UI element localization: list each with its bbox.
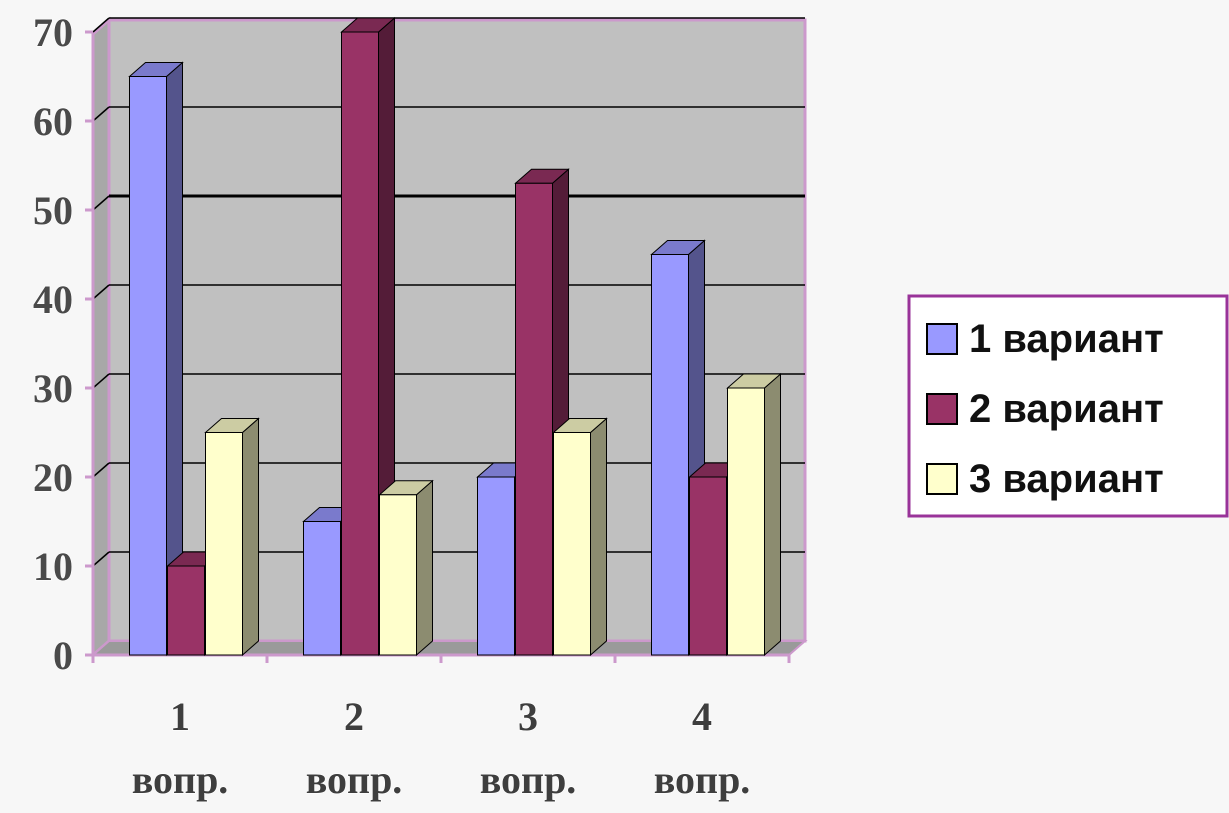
bar [379,494,417,656]
bar [477,476,515,656]
y-tick-label: 60 [33,99,73,144]
x-category-label: 4 [692,694,712,739]
bar [303,521,341,656]
legend-label: 3 вариант [969,457,1164,501]
x-category-label: вопр. [480,757,577,802]
legend-swatch [926,323,958,355]
bar-side [764,372,781,657]
gridline-side [92,284,110,300]
x-category-label: вопр. [132,757,229,802]
x-category-label: вопр. [654,757,751,802]
y-tick-label: 10 [33,544,73,589]
bar [651,254,689,656]
bar-side [242,417,259,657]
y-tick-label: 70 [33,10,73,55]
gridline-side [92,17,110,33]
bar [129,76,167,656]
legend-swatch [926,393,958,425]
x-category-label: 1 [170,694,190,739]
gridline-side [92,462,110,478]
gridline-side [92,106,110,122]
bar [205,432,243,656]
x-category-label: 3 [518,694,538,739]
bar [167,565,205,656]
gridline-side [92,551,110,567]
legend-label: 2 вариант [969,387,1164,431]
x-category-label: 2 [344,694,364,739]
bar [553,432,591,656]
bar-side [416,479,433,657]
y-tick-label: 20 [33,455,73,500]
legend-box [907,294,1229,518]
gridline-side [92,373,110,389]
x-category-label: вопр. [306,757,403,802]
y-tick-label: 40 [33,277,73,322]
bar [341,31,379,656]
bar [515,182,553,656]
bar [689,476,727,656]
legend-swatch [926,463,958,495]
legend-label: 1 вариант [969,317,1164,361]
y-tick-label: 50 [33,188,73,233]
bar [727,387,765,656]
bar-side [590,417,607,657]
y-tick-label: 0 [53,633,73,678]
gridline-side [92,195,110,211]
y-tick-label: 30 [33,366,73,411]
